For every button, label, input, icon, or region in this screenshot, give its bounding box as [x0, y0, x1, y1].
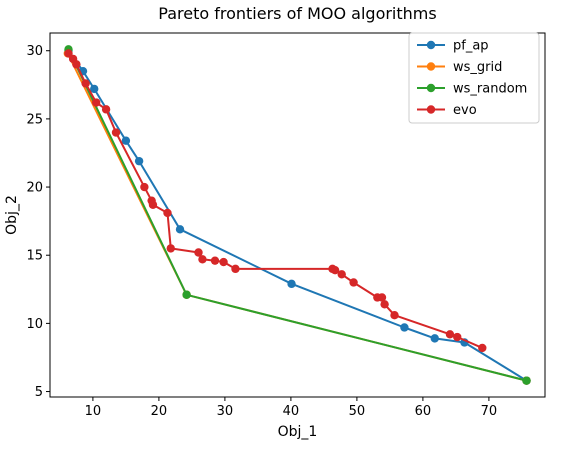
axis-ticks: 10 20 30 40 50 60 70 5 10 15 20 25 30	[26, 44, 497, 419]
legend-box	[408, 32, 540, 124]
y-tick-label: 5	[35, 385, 43, 400]
data-point-evo	[231, 264, 240, 274]
axes-frame	[49, 32, 546, 398]
legend-item-ws_random: ws_random	[417, 82, 527, 97]
chart-title: Pareto frontiers of MOO algorithms	[158, 4, 436, 23]
y-tick-label: 30	[26, 44, 43, 59]
data-point-evo	[140, 182, 149, 192]
y-axis-label: Obj_2	[4, 195, 20, 235]
legend-item-evo: evo	[417, 103, 477, 118]
legend-marker	[426, 83, 436, 93]
data-point-evo	[478, 343, 487, 353]
data-point-evo	[337, 270, 346, 279]
data-point-ws_random	[522, 376, 531, 385]
x-tick-label: 50	[349, 404, 366, 419]
series-pf_ap	[64, 46, 531, 385]
y-tick-label: 20	[26, 181, 43, 196]
data-point-evo	[453, 332, 462, 342]
legend-label: evo	[453, 103, 477, 118]
data-point-pf_ap	[430, 334, 439, 343]
data-point-pf_ap	[121, 136, 131, 145]
x-axis-label: Obj_1	[278, 424, 318, 440]
legend-marker	[426, 62, 436, 71]
x-tick-label: 40	[283, 404, 300, 419]
plot-area	[63, 45, 531, 385]
legend-item-pf_ap: pf_ap	[417, 39, 489, 54]
data-point-evo	[377, 293, 387, 302]
y-tick-label: 25	[26, 112, 43, 127]
data-point-evo	[349, 278, 358, 287]
x-tick-label: 10	[85, 404, 102, 419]
data-point-evo	[210, 256, 220, 265]
data-point-evo	[81, 79, 90, 88]
y-tick-label: 15	[26, 249, 43, 264]
x-tick-label: 60	[415, 404, 432, 419]
data-point-evo	[380, 300, 389, 309]
data-point-pf_ap	[175, 225, 185, 234]
data-point-evo	[390, 311, 399, 320]
data-point-evo	[194, 248, 203, 257]
data-point-evo	[72, 60, 81, 69]
legend-marker	[426, 105, 436, 114]
legend-item-ws_grid: ws_grid	[417, 60, 502, 75]
legend-label: ws_grid	[453, 60, 502, 75]
data-point-evo	[166, 244, 175, 253]
data-point-evo	[330, 266, 340, 275]
data-point-evo	[198, 255, 207, 264]
data-point-pf_ap	[400, 323, 409, 332]
data-point-evo	[148, 200, 158, 209]
legend-marker	[426, 40, 436, 50]
data-point-evo	[92, 98, 101, 107]
data-point-pf_ap	[287, 279, 296, 289]
data-point-ws_random	[182, 290, 191, 299]
legend-label: ws_random	[453, 82, 527, 97]
y-tick-label: 10	[26, 317, 43, 332]
legend-label: pf_ap	[453, 39, 489, 54]
data-point-pf_ap	[90, 84, 99, 94]
x-tick-label: 30	[217, 404, 234, 419]
x-tick-label: 70	[481, 404, 498, 419]
x-tick-label: 20	[151, 404, 168, 419]
data-point-evo	[111, 128, 121, 137]
data-point-evo	[219, 257, 228, 267]
data-point-evo	[101, 105, 111, 114]
data-point-evo	[163, 208, 172, 218]
data-point-pf_ap	[134, 156, 144, 166]
data-point-evo	[445, 330, 455, 339]
series-evo	[64, 49, 487, 353]
